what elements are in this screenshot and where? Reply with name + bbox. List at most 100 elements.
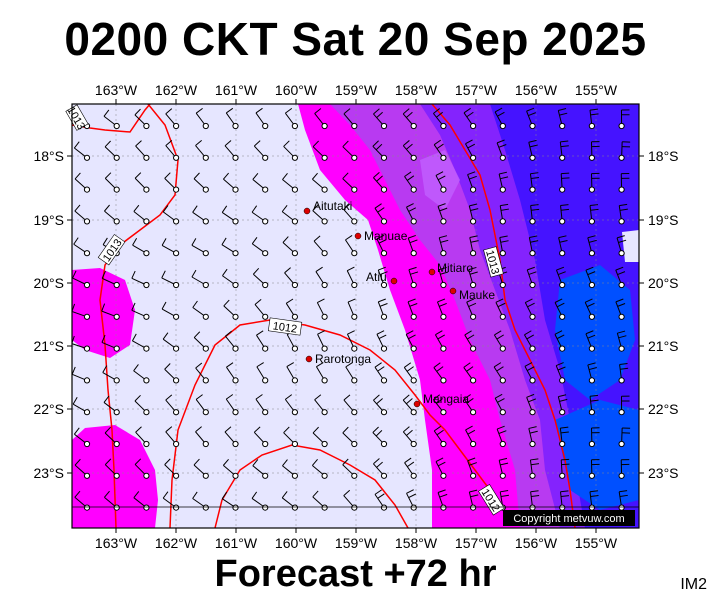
wind-barb-feather <box>436 366 444 372</box>
wind-barb-feather <box>312 172 318 180</box>
wind-station-dot <box>529 154 536 161</box>
wind-station-dot <box>113 281 120 289</box>
wind-barb-feather <box>406 203 414 208</box>
lon-label: 157°W <box>455 82 498 98</box>
wind-station-dot <box>202 218 209 225</box>
wind-barb-feather <box>499 171 508 175</box>
lat-label: 19°S <box>648 212 679 228</box>
wind-station-dot <box>232 313 239 320</box>
wind-station-dot <box>588 313 596 320</box>
wind-station-dot <box>202 313 209 320</box>
wind-station-dot <box>321 218 328 225</box>
wind-barb-feather <box>406 175 415 181</box>
wind-barb-feather <box>494 330 502 336</box>
wind-barb-feather <box>285 298 294 304</box>
wind-station-dot <box>588 377 596 384</box>
wind-station-dot <box>529 409 536 416</box>
lon-labels-bottom: 163°W 162°W 161°W 160°W 159°W 158°W 157°… <box>95 535 618 551</box>
wind-barb-feather <box>134 172 142 179</box>
wind-barb-feather <box>135 140 142 147</box>
place-label-mauke: Mauke <box>459 288 495 302</box>
wind-barb-feather <box>527 302 535 308</box>
wind-barb-feather <box>436 143 444 150</box>
wind-station-dot <box>321 122 328 130</box>
wind-station-dot <box>202 281 209 289</box>
wind-barb-feather <box>497 111 505 117</box>
wind-station-dot <box>529 313 536 320</box>
lon-label: 162°W <box>155 535 198 551</box>
wind-barb-feather <box>378 266 386 271</box>
wind-station-dot <box>559 472 566 479</box>
wind-barb-feather <box>467 334 475 340</box>
wind-station-dot <box>143 250 150 257</box>
wind-barb-feather <box>347 266 355 272</box>
place-dot <box>354 232 362 240</box>
wind-barb-feather <box>585 266 594 271</box>
wind-station-dot <box>173 186 180 193</box>
wind-station-dot <box>321 504 328 511</box>
wind-barb-feather <box>195 362 203 369</box>
wind-station-dot <box>351 281 358 289</box>
wind-barb-feather <box>376 398 383 405</box>
wind-barb-feather <box>373 394 380 401</box>
wind-station-dot <box>380 377 388 384</box>
wind-barb-feather <box>560 431 569 434</box>
lon-label: 158°W <box>395 535 438 551</box>
wind-barb-feather <box>347 298 356 303</box>
wind-station-dot <box>321 409 328 416</box>
wind-barb-feather <box>437 489 446 493</box>
wind-barb-feather <box>433 362 441 368</box>
wind-barb-feather <box>131 270 136 279</box>
wind-barb-feather <box>165 394 173 401</box>
wind-barb-feather <box>406 398 413 405</box>
wind-station-dot <box>143 472 150 479</box>
wind-barb-feather <box>497 398 505 403</box>
wind-station-dot <box>470 122 477 130</box>
lat-label: 22°S <box>33 401 64 417</box>
wind-barb-feather <box>131 302 136 311</box>
lat-label: 23°S <box>33 465 64 481</box>
wind-barb-feather <box>252 267 260 275</box>
wind-barb-feather <box>470 494 479 498</box>
wind-station-dot <box>173 504 180 511</box>
wind-barb-feather <box>526 393 535 398</box>
wind-station-dot <box>291 186 298 193</box>
wind-barb-feather <box>134 108 141 116</box>
wind-station-dot <box>380 218 388 225</box>
wind-barb-feather <box>317 330 325 335</box>
wind-barb-feather <box>589 204 599 207</box>
wind-barb-feather <box>195 426 202 433</box>
wind-station-dot <box>618 250 625 257</box>
wind-barb-feather <box>500 490 509 493</box>
wind-barb-feather <box>343 394 351 401</box>
lon-label: 159°W <box>335 535 378 551</box>
wind-station-dot <box>351 186 358 193</box>
wind-station-dot <box>588 281 596 289</box>
wind-barb-feather <box>468 302 477 307</box>
wind-barb-feather <box>500 494 509 498</box>
lat-label: 20°S <box>648 275 679 291</box>
wind-station-dot <box>559 154 566 161</box>
wind-barb-feather <box>531 495 540 497</box>
wind-station-dot <box>173 250 180 257</box>
wind-barb-feather <box>557 366 566 371</box>
wind-station-dot <box>143 313 150 320</box>
wind-station-dot <box>113 154 120 161</box>
wind-barb-feather <box>133 204 140 212</box>
wind-barb-feather <box>343 489 351 496</box>
wind-station-dot <box>351 440 358 448</box>
wind-barb-feather <box>377 366 385 372</box>
wind-station-dot <box>618 345 625 352</box>
wind-barb-feather <box>529 235 538 239</box>
wind-barb-feather <box>530 204 539 207</box>
wind-barb-feather <box>618 239 627 243</box>
wind-station-dot <box>291 409 298 416</box>
wind-barb-feather <box>402 426 410 433</box>
wind-barb-feather <box>192 205 198 213</box>
wind-barb-feather <box>133 491 140 499</box>
wind-barb-feather <box>556 302 565 308</box>
wind-station-dot <box>83 504 91 511</box>
tick-marks <box>67 99 644 533</box>
wind-station-dot <box>618 504 625 511</box>
wind-station-dot <box>173 440 180 448</box>
